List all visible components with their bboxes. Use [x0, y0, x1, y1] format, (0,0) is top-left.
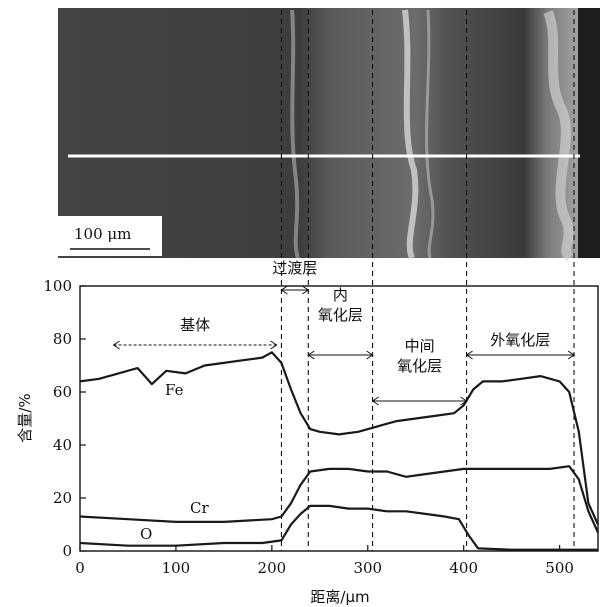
series-labels: Fe Cr O: [140, 381, 209, 543]
zone-arrow-right: [366, 350, 374, 360]
y-tick-label: 0: [62, 542, 72, 560]
sem-micrograph: 100 μm: [58, 8, 600, 262]
y-tick-label: 80: [53, 330, 72, 348]
series-fe-line: [79, 351, 600, 525]
x-tick-label: 0: [75, 559, 85, 577]
y-axis-title: 含量/%: [16, 393, 34, 442]
y-tick-label: 100: [43, 277, 72, 295]
zone-label: 过渡层: [272, 259, 317, 277]
x-tick-label: 500: [545, 559, 574, 577]
zone-label: 基体: [180, 316, 210, 334]
zone-label: 内: [333, 286, 348, 304]
zone-arrow-right: [460, 396, 468, 406]
scale-bar-label: 100 μm: [74, 225, 131, 243]
series-label-cr: Cr: [190, 499, 209, 517]
zone-label: 中间: [405, 337, 435, 355]
layer-boundaries: [280, 10, 575, 551]
series-cr-line: [79, 465, 600, 533]
zone-arrow-left: [465, 350, 473, 360]
y-tick-label: 40: [53, 436, 72, 454]
series-label-fe: Fe: [165, 381, 184, 399]
zone-arrow-right: [567, 350, 575, 360]
x-axis-title: 距离/μm: [310, 588, 369, 606]
zone-label: 外氧化层: [490, 331, 550, 349]
plot-frame: [79, 285, 599, 552]
zone-arrow-left: [307, 350, 315, 360]
series-label-o: O: [140, 525, 152, 543]
x-tick-label: 400: [449, 559, 478, 577]
zone-label: 氧化层: [318, 306, 363, 324]
zone-arrow-right: [270, 340, 278, 350]
x-tick-label: 100: [162, 559, 191, 577]
zone-arrow-right: [302, 285, 310, 295]
zone-label: 氧化层: [397, 357, 442, 375]
series-o-line: [79, 504, 598, 551]
zone-arrow-left: [280, 285, 288, 295]
zone-arrow-left: [371, 396, 379, 406]
x-tick-label: 200: [258, 559, 287, 577]
axis-ticks: 0 100 200 300 400 500 0 20 40 60 80 100: [43, 277, 574, 577]
y-tick-label: 60: [53, 383, 72, 401]
x-tick-label: 300: [353, 559, 382, 577]
plot-area-border: [79, 285, 599, 552]
zone-arrow-left: [112, 340, 120, 350]
y-tick-label: 20: [53, 489, 72, 507]
series-lines: [79, 351, 600, 551]
